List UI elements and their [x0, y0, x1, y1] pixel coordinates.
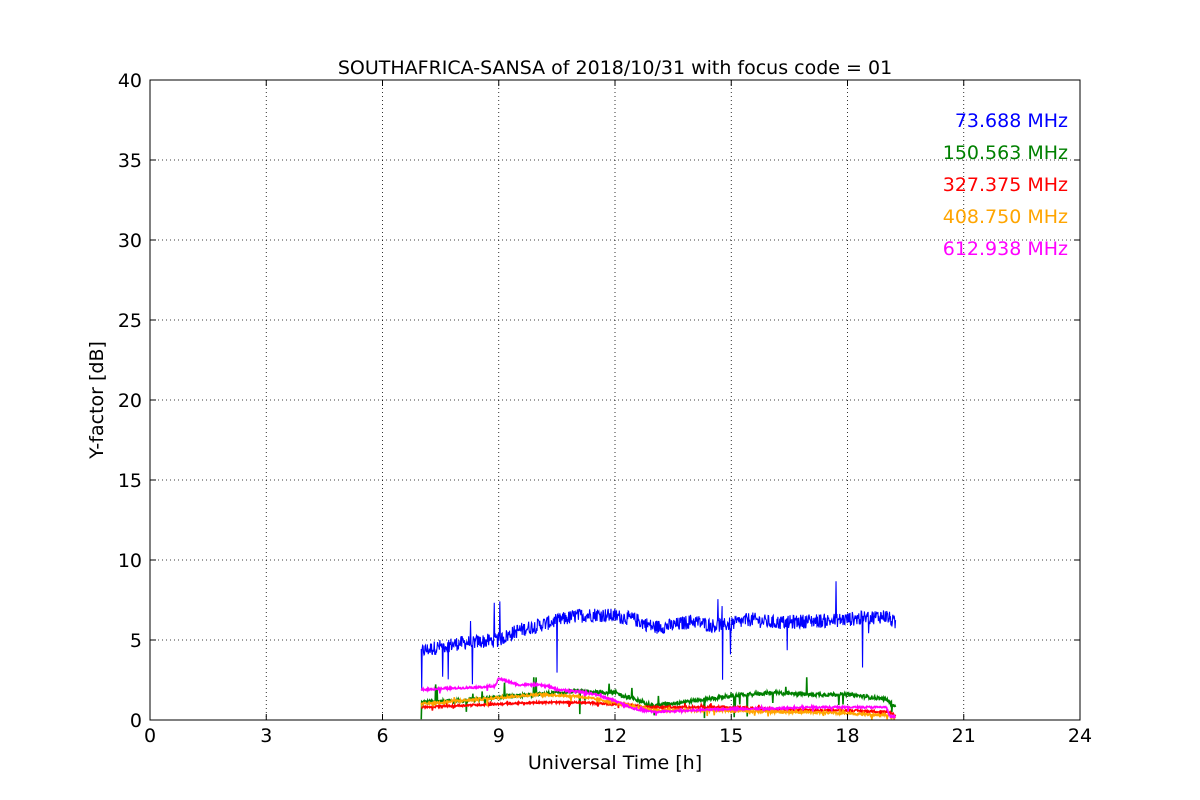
- y-tick-label: 10: [118, 550, 142, 572]
- legend-entry: 408.750 MHz: [943, 206, 1068, 228]
- x-tick-label: 15: [719, 725, 743, 747]
- x-tick-label: 0: [144, 725, 156, 747]
- x-tick-label: 12: [603, 725, 627, 747]
- y-tick-label: 30: [118, 230, 142, 252]
- x-tick-label: 21: [952, 725, 976, 747]
- series-line-5: [420, 676, 896, 720]
- series-lines: [420, 581, 897, 721]
- grid-lines: [150, 80, 1080, 720]
- x-tick-label: 9: [493, 725, 505, 747]
- x-tick-label: 3: [260, 725, 272, 747]
- x-tick-label: 24: [1068, 725, 1092, 747]
- chart-title: SOUTHAFRICA-SANSA of 2018/10/31 with foc…: [338, 57, 892, 79]
- y-tick-label: 5: [130, 630, 142, 652]
- y-tick-label: 20: [118, 390, 142, 412]
- axis-ticks: 0 3 6 9 12 15 18 21 24 0 5 10 15 20 25 30 35 40: [118, 70, 1092, 747]
- series-line-1: [420, 581, 897, 691]
- series-line-4: [420, 691, 897, 721]
- legend-entry: 73.688 MHz: [955, 110, 1068, 132]
- x-axis-label: Universal Time [h]: [528, 752, 702, 774]
- legend-entry: 327.375 MHz: [943, 174, 1068, 196]
- y-tick-label: 15: [118, 470, 142, 492]
- series-line-2: [420, 677, 897, 720]
- x-tick-label: 18: [835, 725, 859, 747]
- y-tick-label: 35: [118, 150, 142, 172]
- y-tick-label: 0: [130, 710, 142, 732]
- legend-entry: 612.938 MHz: [943, 238, 1068, 260]
- x-tick-label: 6: [376, 725, 388, 747]
- legend-entry: 150.563 MHz: [943, 142, 1068, 164]
- y-tick-label: 25: [118, 310, 142, 332]
- legend: 73.688 MHz 150.563 MHz 327.375 MHz 408.750 …: [943, 110, 1068, 260]
- y-axis-label: Y-factor [dB]: [86, 341, 108, 460]
- y-tick-label: 40: [118, 70, 142, 92]
